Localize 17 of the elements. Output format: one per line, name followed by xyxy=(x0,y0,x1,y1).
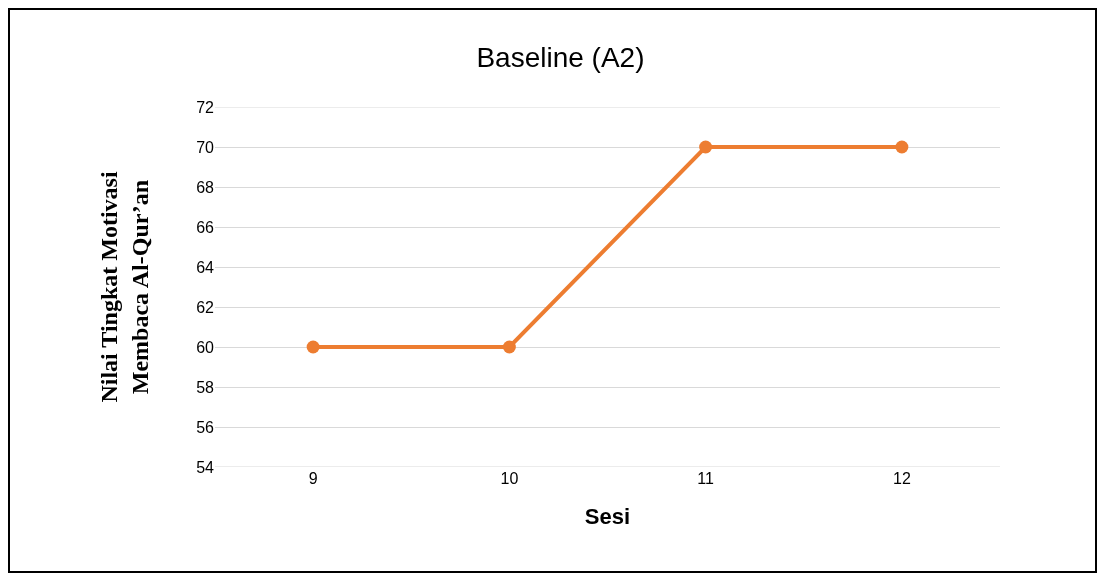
y-tick-label: 68 xyxy=(196,178,215,196)
chart-title: Baseline (A2) xyxy=(476,42,645,74)
y-tick-label: 60 xyxy=(196,338,215,356)
x-tick-label: 12 xyxy=(892,470,911,487)
y-tick-label: 54 xyxy=(196,458,215,476)
y-tick-label: 72 xyxy=(196,98,215,116)
y-tick-label: 62 xyxy=(196,298,215,316)
y-tick-label: 66 xyxy=(196,218,215,236)
y-tick-label: 56 xyxy=(196,418,215,436)
x-tick-label: 9 xyxy=(308,470,318,487)
x-tick-label: 11 xyxy=(697,470,715,487)
x-axis-title: Sesi xyxy=(584,503,631,529)
y-tick-label: 64 xyxy=(196,258,215,276)
y-tick-label: 70 xyxy=(196,138,215,156)
y-tick-label: 58 xyxy=(196,378,215,396)
y-axis-title: Nilai Tingkat Motivasi Membaca Al-Qur’an xyxy=(96,171,154,403)
x-tick-label: 10 xyxy=(500,470,519,487)
